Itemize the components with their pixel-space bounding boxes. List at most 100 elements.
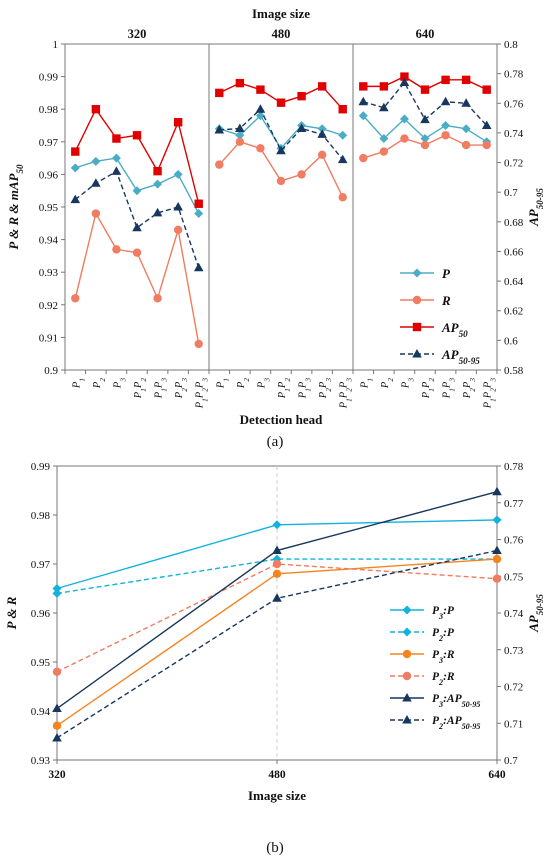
data-point	[52, 704, 62, 713]
legend-label: AP50-95	[441, 347, 480, 366]
panel-label: 480	[272, 27, 291, 41]
data-point	[483, 85, 491, 93]
data-point	[441, 131, 449, 139]
x-tick-label: P2	[380, 378, 395, 389]
chart-a: Image size320 480 6400.90.910.920.930.940.…	[6, 6, 545, 427]
y-tick-label: 1	[53, 39, 59, 51]
x-tick-label: P2P3	[174, 378, 189, 400]
data-point	[420, 115, 430, 124]
y2-tick-label: 0.73	[504, 645, 524, 657]
y2-tick-label: 0.76	[504, 535, 524, 547]
data-point	[421, 85, 429, 93]
data-point	[92, 105, 100, 113]
data-point	[53, 722, 61, 730]
y-tick-label: 0.93	[39, 267, 59, 279]
data-point	[92, 209, 100, 217]
legend-marker	[403, 628, 412, 637]
data-point	[380, 82, 388, 90]
data-point	[400, 134, 408, 142]
x-tick-label: 320	[48, 769, 66, 781]
data-point	[318, 82, 326, 90]
data-point	[173, 202, 183, 211]
y-tick-label: 0.9	[44, 365, 58, 377]
y2-tick-label: 0.77	[504, 498, 524, 510]
data-point	[153, 180, 162, 189]
x-tick-label: 480	[268, 769, 286, 781]
data-point	[492, 487, 502, 496]
data-point	[277, 98, 285, 106]
data-point	[421, 141, 429, 149]
y-tick-label: 0.95	[31, 657, 51, 669]
x-tick-label: P1P3	[154, 378, 169, 400]
y-tick-label: 0.96	[39, 169, 59, 181]
y2-tick-label: 0.74	[504, 128, 524, 140]
y-tick-label: 0.96	[31, 608, 51, 620]
legend-marker	[403, 672, 411, 680]
data-point	[338, 155, 348, 164]
panel-label: 640	[416, 27, 435, 41]
data-point	[52, 733, 62, 742]
y2-tick-label: 0.64	[504, 276, 524, 288]
data-point	[236, 138, 244, 146]
x-tick-label: P1P2P3	[339, 378, 354, 410]
legend-label: R	[441, 293, 451, 308]
x-tick-label: P1P2P3	[195, 378, 210, 410]
data-point	[195, 340, 203, 348]
data-point	[441, 121, 450, 130]
data-point	[297, 92, 305, 100]
data-point	[112, 166, 122, 175]
data-point	[174, 118, 182, 126]
y-tick-label: 0.91	[39, 332, 58, 344]
legend-label: AP50	[441, 320, 468, 339]
legend-marker	[413, 323, 421, 331]
chart-b: 320 480 640 0.93 0.94 0.95 0.96 0.97 0.98 0.99 0.7…	[4, 461, 545, 803]
caption-b: (b)	[266, 840, 284, 856]
data-point	[112, 245, 120, 253]
legend-marker	[413, 269, 422, 278]
data-point	[256, 144, 264, 152]
legend-label: P2:R	[432, 671, 455, 687]
x-tick-label: P1P2P3	[483, 378, 498, 410]
data-point	[112, 154, 121, 163]
y-tick-label: 0.94	[31, 706, 51, 718]
data-point	[91, 178, 101, 187]
y2-tick-label: 0.75	[504, 571, 524, 583]
y-tick-label: 0.97	[39, 137, 59, 149]
data-point	[174, 170, 183, 179]
x-tick-label: P1	[359, 378, 374, 389]
y2-tick-label: 0.71	[504, 718, 523, 730]
data-point	[493, 555, 501, 563]
data-point	[236, 79, 244, 87]
y2-tick-label: 0.72	[504, 682, 523, 694]
legend-label: P	[442, 266, 451, 281]
legend-label: P2:AP50-95	[432, 715, 480, 731]
data-point	[71, 294, 79, 302]
y2-axis-label: AP50-95	[526, 188, 545, 227]
y-axis-label: P & R	[4, 596, 19, 629]
y2-tick-label: 0.66	[504, 246, 524, 258]
y-tick-label: 0.97	[31, 559, 51, 571]
data-point	[493, 515, 502, 524]
data-point	[133, 131, 141, 139]
data-point	[91, 157, 100, 166]
x-tick-label: P2	[92, 378, 107, 389]
data-point	[462, 76, 470, 84]
legend-marker	[402, 693, 412, 702]
data-point	[273, 560, 281, 568]
y2-tick-label: 0.62	[504, 306, 523, 318]
legend-label: P2:P	[432, 627, 455, 643]
y2-tick-label: 0.8	[504, 39, 518, 51]
x-axis-label: Image size	[248, 788, 306, 803]
data-point	[441, 76, 449, 84]
data-point	[493, 575, 501, 583]
y-tick-label: 0.95	[39, 202, 59, 214]
x-tick-label: P1P2	[277, 378, 292, 400]
data-point	[318, 151, 326, 159]
data-point	[359, 82, 367, 90]
data-point	[71, 163, 80, 172]
data-point	[53, 668, 61, 676]
data-point	[359, 154, 367, 162]
x-axis-label: Detection head	[240, 412, 323, 427]
y2-tick-label: 0.72	[504, 158, 523, 170]
